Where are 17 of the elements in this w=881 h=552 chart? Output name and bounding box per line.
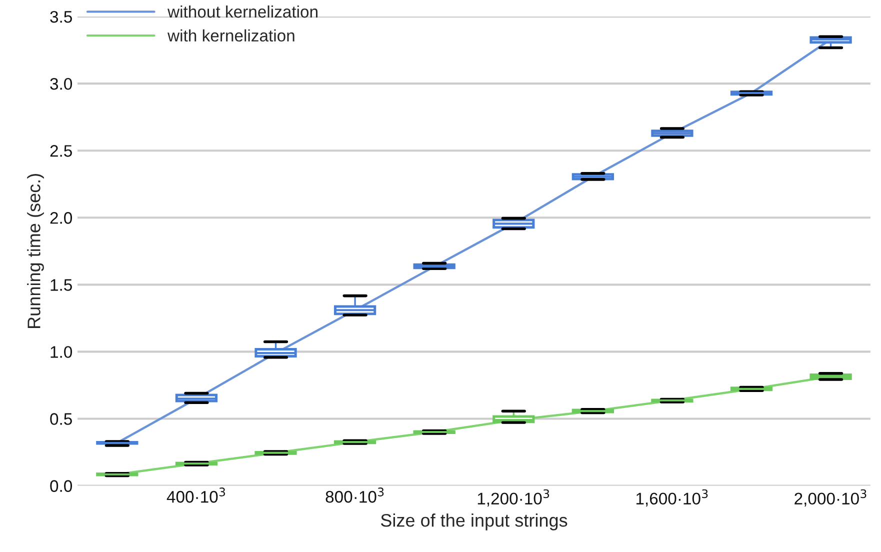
y-tick-label: 2.5: [50, 145, 72, 157]
y-tick-label: 3.5: [50, 10, 72, 23]
y-tick-label: 0.5: [50, 413, 72, 425]
y-tick-label: 2.0: [50, 212, 72, 224]
y-tick-label: 1.0: [50, 346, 72, 358]
x-tick-label: 800·10$^{3}$: [326, 488, 384, 503]
legend-label: without kernelization: [168, 5, 318, 18]
x-tick-label: 1,200·10$^{3}$: [478, 489, 550, 506]
x-axis-title: Size of the input strings: [380, 514, 568, 530]
x-tick-label: 1,600·10$^{3}$: [636, 489, 708, 506]
y-tick-label: 3.0: [50, 78, 72, 90]
y-axis-title: Running time (sec.): [27, 174, 44, 328]
x-tick-label: 2,000·10$^{3}$: [794, 489, 866, 506]
y-tick-label: 1.5: [50, 279, 72, 291]
legend-label: with kernelization: [168, 29, 294, 42]
y-tick-label: 0.0: [50, 480, 72, 492]
x-tick-label: 400·10$^{3}$: [166, 488, 226, 503]
